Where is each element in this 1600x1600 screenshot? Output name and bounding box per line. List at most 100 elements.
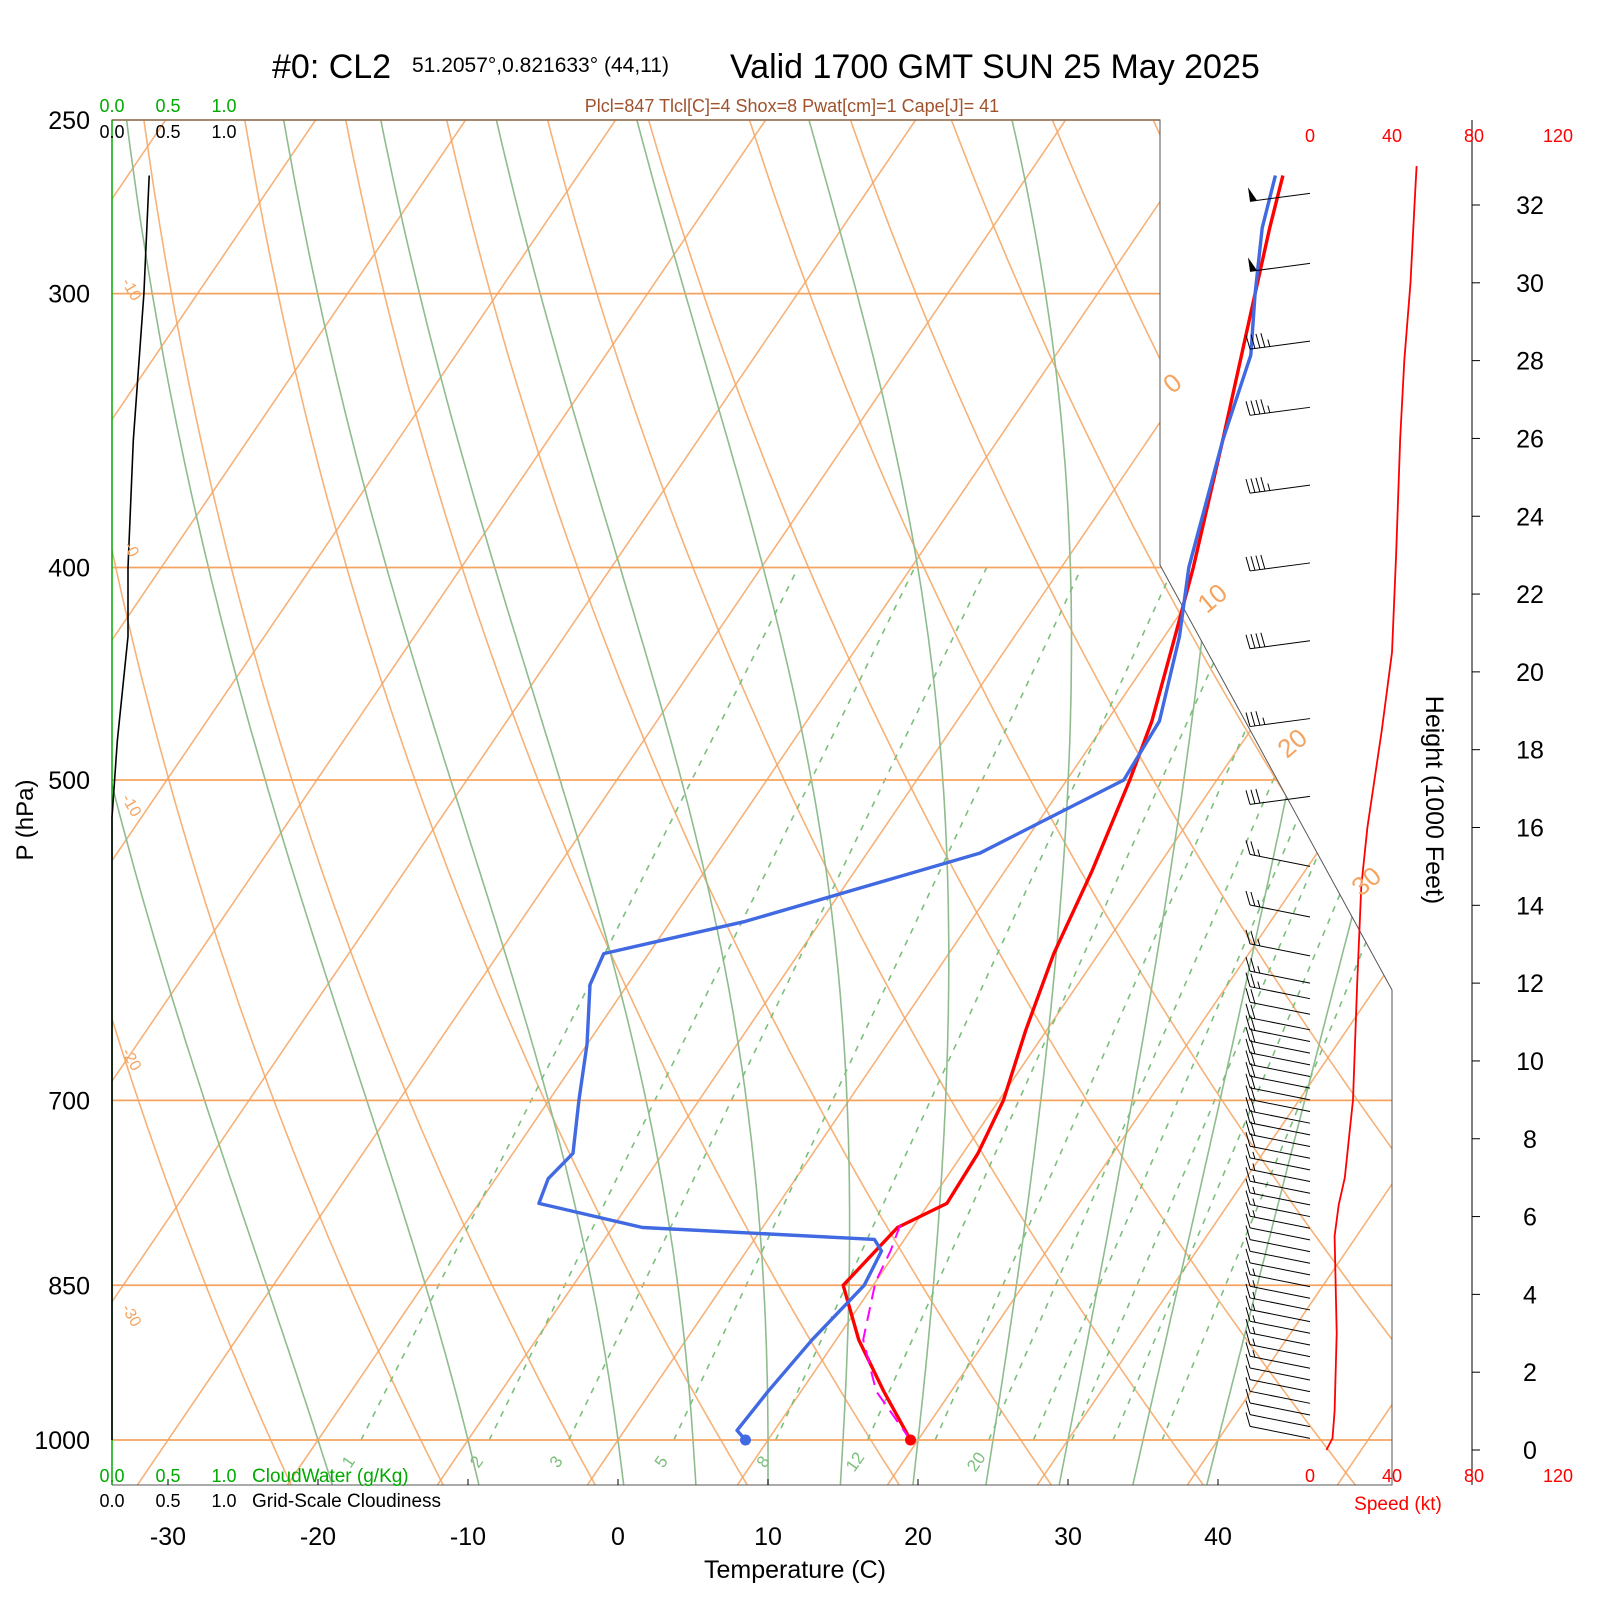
wind-barb-flag: [1245, 1178, 1251, 1194]
height-tick-label: 28: [1516, 348, 1544, 376]
wind-barb-staff: [1249, 1320, 1311, 1334]
wind-barb-flag: [1245, 840, 1251, 855]
mixing-ratio-label: 8: [753, 1453, 774, 1472]
wind-barb-flag: [1245, 1283, 1251, 1299]
wind-barb-pennant: [1248, 257, 1257, 272]
wind-barb-half-flag: [1257, 938, 1261, 946]
dewpoint-surface-dot: [740, 1434, 751, 1446]
speed-tick-bottom: 80: [1464, 1466, 1484, 1486]
wind-barb-flag: [1245, 956, 1251, 972]
wind-barb-half-flag: [1252, 1198, 1256, 1206]
wind-barb-half-flag: [1257, 849, 1261, 857]
dry-adiabat-line: [546, 120, 1212, 1485]
wind-barb-flag: [1245, 1318, 1251, 1334]
isotherm-label: -0: [120, 539, 142, 560]
wind-barb-flag: [1245, 556, 1251, 572]
wind-barb-flag: [1255, 633, 1261, 648]
y-axis-title: P (hPa): [12, 780, 39, 861]
wind-barb-staff: [1249, 1367, 1311, 1381]
wind-barb-flag: [1245, 1400, 1251, 1415]
wind-barb-half-flag: [1252, 1326, 1256, 1335]
isotherm-line: [286, 120, 1217, 1485]
wind-barb-half-flag: [1257, 965, 1261, 974]
wind-barb-staff: [1249, 1344, 1311, 1358]
wind-barb-staff: [1249, 1390, 1311, 1404]
wind-barb-staff: [1249, 1274, 1311, 1288]
height-tick-label: 10: [1516, 1048, 1544, 1076]
wind-barb-staff: [1249, 1169, 1311, 1183]
cloudiness-profile: [111, 175, 150, 1440]
wind-barb-staff: [1249, 1250, 1311, 1264]
wind-barb-flag: [1250, 1098, 1256, 1113]
wind-barb-flag: [1250, 1121, 1256, 1136]
wind-barb-flag: [1255, 399, 1261, 415]
height-tick-label: 24: [1516, 503, 1544, 531]
wind-barb-flag: [1245, 1015, 1251, 1030]
speed-tick-top: 80: [1464, 126, 1484, 146]
wind-barb-staff: [1249, 1028, 1311, 1042]
wind-barb-flag: [1250, 1004, 1256, 1019]
wind-barb-pennant: [1248, 187, 1257, 202]
wind-barb-half-flag: [1252, 1175, 1256, 1183]
wind-barb-flag: [1245, 1108, 1251, 1123]
wind-barb-flag: [1245, 988, 1251, 1003]
wind-barb-half-flag: [1252, 1151, 1256, 1159]
mixing-ratio-line: [1032, 567, 1392, 1441]
wind-barb-flag: [1245, 1167, 1251, 1182]
background-lines: [111, 119, 1393, 1486]
wind-barb-flag: [1245, 1248, 1251, 1264]
temp-tick-label: 10: [754, 1523, 782, 1551]
coordinates-title: 51.2057°,0.821633° (44,11): [412, 54, 669, 77]
wind-barb-flag: [1245, 1155, 1251, 1170]
cloudiness-scale-bottom: 1.0: [211, 1491, 236, 1511]
wind-barb-flag: [1245, 478, 1251, 494]
wind-barb-half-flag: [1257, 899, 1261, 908]
isotherm-line: [112, 120, 467, 1485]
sounding-indices: Plcl=847 Tlcl[C]=4 Shox=8 Pwat[cm]=1 Cap…: [585, 96, 999, 116]
isotherm-line: [112, 120, 317, 1485]
dry-adiabat-line: [344, 120, 907, 1485]
wind-barb-flag: [1260, 632, 1266, 647]
wind-barb-flag: [1245, 1353, 1251, 1369]
mixing-ratio-label: 12: [842, 1449, 868, 1475]
height-tick-label: 12: [1516, 970, 1544, 998]
wind-barb-flag: [1245, 1143, 1251, 1159]
cloudiness-label: Grid-Scale Cloudiness: [252, 1491, 441, 1512]
wind-barb-flag: [1255, 711, 1261, 726]
dry-adiabat-line: [950, 120, 1392, 1485]
wind-barb-staff: [1249, 1425, 1311, 1439]
wind-barb-flag: [1245, 712, 1251, 727]
moist-adiabat-line: [636, 120, 851, 1485]
wind-barb-flag: [1245, 1388, 1251, 1404]
isotherm-line: [886, 120, 1392, 1485]
wind-barb-staff: [1249, 1001, 1311, 1015]
pressure-tick-label: 700: [48, 1087, 90, 1115]
wind-barb-flag: [1245, 1412, 1251, 1427]
wind-barb-flag: [1245, 1213, 1251, 1229]
dewpoint-profile: [537, 175, 1278, 1442]
isotherm-label: -10: [118, 275, 144, 304]
isotherm-label: 30: [1345, 860, 1386, 902]
wind-barb-half-flag: [1252, 1210, 1256, 1218]
wind-barb-flag: [1250, 841, 1256, 856]
wind-barb-flag: [1245, 401, 1251, 416]
dry-adiabat-line: [244, 120, 755, 1485]
mixing-ratio-label: 2: [466, 1453, 487, 1472]
temp-tick-label: -20: [300, 1523, 336, 1551]
pressure-tick-label: 400: [48, 555, 90, 583]
wind-barb-half-flag: [1257, 981, 1261, 989]
pressure-tick-label: 250: [48, 107, 90, 135]
wind-barb-flag: [1245, 890, 1251, 906]
wind-barb-flag: [1250, 891, 1256, 907]
wind-barb-staff: [1249, 406, 1311, 416]
mixing-ratio-label: 20: [963, 1449, 989, 1475]
wind-barb-flag: [1250, 334, 1256, 349]
wind-barb-flag: [1260, 399, 1266, 414]
wind-barb-flag: [1245, 1330, 1251, 1345]
wind-barb-staff: [1249, 970, 1311, 984]
wind-barb-staff: [1249, 1110, 1311, 1124]
wind-barb-staff: [1249, 1239, 1311, 1253]
wind-barb-flag: [1250, 1133, 1256, 1148]
temperature-surface-dot: [905, 1434, 916, 1446]
moist-adiabat-line: [808, 120, 950, 1485]
